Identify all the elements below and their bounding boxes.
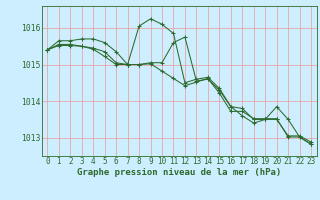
X-axis label: Graphe pression niveau de la mer (hPa): Graphe pression niveau de la mer (hPa) bbox=[77, 168, 281, 177]
